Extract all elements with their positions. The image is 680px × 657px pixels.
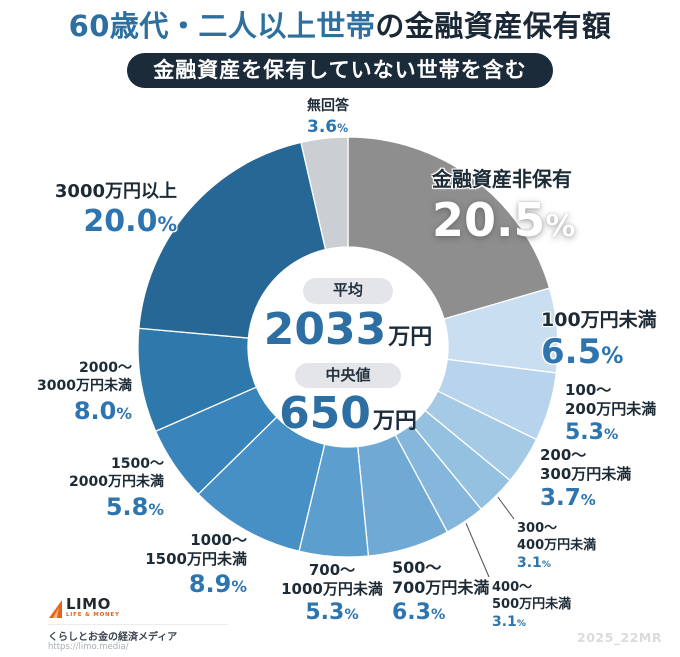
leader-line-300-400 [497,496,515,520]
segment-value-1000-1500: 8.9% [188,570,247,599]
segment-value-500-700: 6.3% [392,599,446,625]
donut-segment-no-answer [300,136,349,251]
average-pill: 平均 [302,278,393,304]
donut-segment-no-assets [347,136,551,320]
footer-divider [48,624,228,625]
page-title: 60歳代・二人以上世帯の金融資産保有額 [0,9,680,44]
segment-value-3000-plus: 20.0% [83,204,177,240]
limo-logo-text: LIMO [66,594,111,613]
segment-label-under-100: 100万円未満 6.5% [541,309,657,373]
footer-url: https://limo.media/ [48,642,129,652]
segment-label-no-assets: 金融資産非保有 20.5% [432,167,576,247]
segment-label-400-500: 400〜 500万円未満 3.1% [492,580,572,631]
segment-value-1500-2000: 5.8% [105,492,164,521]
segment-value-under-100: 6.5% [541,332,624,373]
segment-label-no-answer: 無回答 3.6% [307,98,349,137]
median-value: 650万円 [279,388,417,440]
subtitle-badge: 金融資産を保有していない世帯を含む [127,53,553,89]
segment-label-100-200: 100〜 200万円未満 5.3% [565,381,657,446]
segment-label-700-1000: 700〜 1000万円未満 5.3% [277,561,387,626]
title-rest: の金融資産保有額 [375,9,612,43]
title-highlight: 60歳代・二人以上世帯 [68,9,376,43]
footer-brand: LIMO LIFE & MONEY [48,594,120,618]
footer-tagline: くらしとお金の経済メディア [48,632,178,643]
segment-label-300-400: 300〜 400万円未満 3.1% [517,521,597,572]
watermark-id: 2025_22MR [577,630,662,645]
limo-flame-icon [49,600,62,618]
segment-value-300-400: 3.1% [517,555,551,572]
segment-value-400-500: 3.1% [492,614,526,631]
subtitle-badge-wrap: 金融資産を保有していない世帯を含む [0,53,680,89]
limo-logo-subtext: LIFE & MONEY [66,611,120,618]
segment-value-2000-3000: 8.0% [73,396,132,425]
segment-value-700-1000: 5.3% [305,600,359,626]
donut-segment-3000-plus [138,141,327,339]
average-value: 2033万円 [263,303,433,355]
segment-value-no-answer: 3.6% [307,116,349,137]
segment-label-3000-plus: 3000万円以上 20.0% [54,181,177,240]
segment-label-2000-3000: 2000〜 3000万円未満 8.0% [37,360,132,425]
segment-label-1500-2000: 1500〜 2000万円未満 5.8% [69,456,164,521]
segment-label-1000-1500: 1000〜 1500万円未満 8.9% [145,531,247,599]
donut-center-stats: 平均 2033万円 中央値 650万円 [238,278,458,447]
limo-logo: LIMO LIFE & MONEY [48,594,120,618]
median-pill: 中央値 [295,362,401,389]
segment-label-200-300: 200〜 300万円未満 3.7% [540,446,632,512]
segment-label-500-700: 500〜 700万円未満 6.3% [392,558,490,625]
segment-value-100-200: 5.3% [565,420,619,446]
leader-line-400-500 [465,523,490,578]
segment-value-200-300: 3.7% [540,485,596,512]
segment-value-no-assets: 20.5% [432,192,576,247]
